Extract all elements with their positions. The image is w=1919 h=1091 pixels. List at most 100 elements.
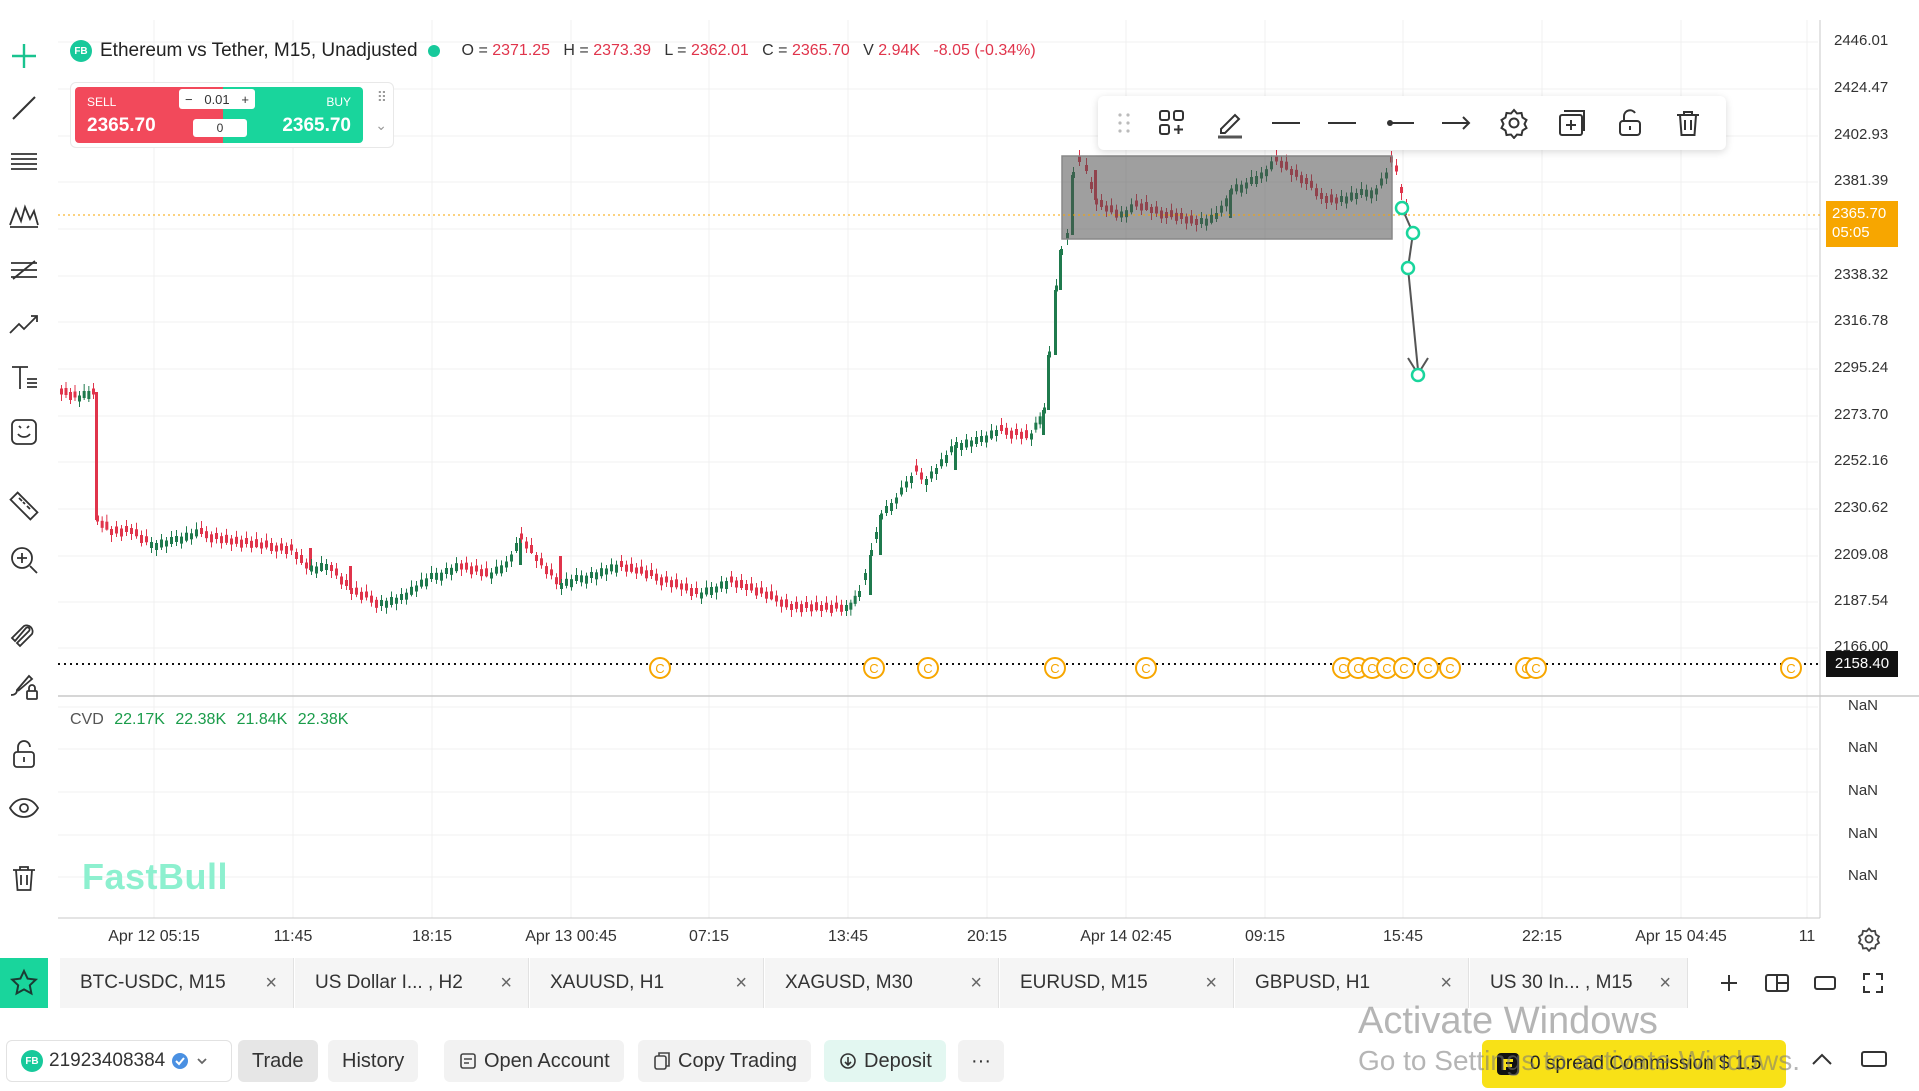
candle-body	[275, 545, 278, 552]
drag-handle-icon[interactable]	[1106, 105, 1142, 141]
candle-body	[925, 479, 928, 485]
line-style-solid-icon[interactable]	[1268, 105, 1304, 141]
chevron-down-icon	[197, 1058, 207, 1065]
candle-body	[175, 536, 178, 542]
symbol-tab[interactable]: US 30 In... , M15 ×	[1470, 958, 1688, 1008]
candle-body	[1054, 290, 1057, 355]
symbol-tab[interactable]: XAGUSD, M30 ×	[765, 958, 999, 1008]
horizontal-lines-icon[interactable]	[6, 144, 42, 180]
promo-banner[interactable]: 0 spread Commission $ 1.5	[1482, 1040, 1786, 1088]
symbol-tab-label: XAUUSD, H1	[550, 972, 665, 993]
deposit-button[interactable]: Deposit	[824, 1040, 946, 1082]
ruler-icon[interactable]	[6, 488, 42, 524]
close-icon[interactable]: ×	[735, 971, 747, 994]
account-id: 21923408384	[49, 1050, 166, 1071]
panel-toggle-icon[interactable]	[1858, 1044, 1890, 1074]
templates-icon[interactable]	[1154, 105, 1190, 141]
right-arrow-icon[interactable]	[1438, 105, 1474, 141]
candle-body	[1000, 425, 1003, 431]
trash-icon[interactable]	[6, 860, 42, 896]
time-tick: Apr 15 04:45	[1635, 928, 1727, 945]
candle-body	[395, 597, 398, 604]
market-open-indicator	[427, 45, 440, 57]
history-button[interactable]: History	[328, 1040, 419, 1082]
trash-icon[interactable]	[1670, 105, 1706, 141]
candle-body	[625, 564, 628, 572]
symbol-tab-label: GBPUSD, H1	[1255, 972, 1371, 993]
lock-icon[interactable]	[6, 736, 42, 772]
forecast-icon[interactable]	[6, 306, 42, 342]
window-icon[interactable]	[1809, 968, 1841, 998]
candle-body	[1048, 351, 1051, 358]
symbol-title[interactable]: Ethereum vs Tether, M15, Unadjusted	[100, 40, 418, 61]
cvd-legend[interactable]: CVD 22.17K 22.38K 21.84K 22.38K	[70, 711, 349, 728]
event-marker	[1780, 657, 1802, 679]
symbol-tab[interactable]: XAUUSD, H1 ×	[530, 958, 764, 1008]
account-selector[interactable]: FB 21923408384	[6, 1040, 232, 1082]
candle-body	[540, 558, 543, 566]
text-icon[interactable]	[6, 360, 42, 396]
drawing-toolbar	[1098, 96, 1726, 150]
quantity-stepper[interactable]: − 0.01 +	[179, 89, 255, 109]
pencil-color-icon[interactable]	[1212, 105, 1248, 141]
candle-body	[78, 395, 81, 402]
symbol-tab[interactable]: GBPUSD, H1 ×	[1235, 958, 1469, 1008]
candle-body	[1030, 433, 1033, 440]
left-end-icon[interactable]	[1382, 105, 1418, 141]
fullscreen-icon[interactable]	[1857, 968, 1889, 998]
close-icon[interactable]: ×	[1659, 971, 1671, 994]
close-icon[interactable]: ×	[1440, 971, 1452, 994]
symbol-tab[interactable]: EURUSD, M15 ×	[1000, 958, 1234, 1008]
favorites-star-button[interactable]	[0, 958, 48, 1008]
unlock-icon[interactable]	[1612, 105, 1648, 141]
copy-trading-button[interactable]: Copy Trading	[638, 1040, 811, 1082]
candle-body	[945, 455, 948, 463]
patterns-icon[interactable]	[6, 198, 42, 234]
chart-settings-icon[interactable]	[1856, 926, 1882, 953]
chart-area[interactable]: CCCCCCCCCCCCCCC FB Ethereum vs Tether, M…	[0, 0, 1919, 960]
symbol-tab-label: US Dollar I... , H2	[315, 972, 463, 993]
candle-body	[240, 539, 243, 548]
chevron-up-icon[interactable]	[1806, 1044, 1838, 1074]
close-icon[interactable]: ×	[1205, 971, 1217, 994]
candle-body	[145, 536, 148, 543]
drag-handle-icon[interactable]: ⠿	[376, 89, 387, 105]
settings-icon[interactable]	[1496, 105, 1532, 141]
chevron-down-icon[interactable]: ⌄	[375, 117, 387, 133]
more-button[interactable]: ···	[958, 1040, 1004, 1082]
trade-button[interactable]: Trade	[238, 1040, 318, 1082]
eye-icon[interactable]	[6, 790, 42, 826]
symbol-tab[interactable]: US Dollar I... , H2 ×	[295, 958, 529, 1008]
price-chart[interactable]: CCCCCCCCCCCCCCC	[0, 0, 1919, 960]
add-tab-icon[interactable]	[1713, 968, 1745, 998]
brush-lock-icon[interactable]	[6, 668, 42, 704]
trendline-icon[interactable]	[6, 90, 42, 126]
close-icon[interactable]: ×	[970, 971, 982, 994]
qty-decrease-button[interactable]: −	[185, 91, 193, 107]
event-marker	[917, 657, 939, 679]
candle-body	[955, 442, 958, 448]
crosshair-icon[interactable]	[6, 38, 42, 74]
close-icon[interactable]: ×	[500, 971, 512, 994]
bottom-bar: FB 21923408384 Trade History Open Accoun…	[0, 1030, 1919, 1091]
symbol-tab-label: BTC-USDC, M15	[80, 972, 226, 993]
qty-value[interactable]: 0.01	[204, 91, 230, 107]
symbol-tab-label: US 30 In... , M15	[1490, 972, 1633, 993]
emoji-icon[interactable]	[6, 414, 42, 450]
candle-body	[575, 575, 578, 581]
line-width-icon[interactable]	[1324, 105, 1360, 141]
clone-icon[interactable]	[1554, 105, 1590, 141]
layout-icon[interactable]	[1761, 968, 1793, 998]
fib-icon[interactable]	[6, 252, 42, 288]
qty-increase-button[interactable]: +	[241, 91, 249, 107]
open-account-button[interactable]: Open Account	[444, 1040, 624, 1082]
magnet-icon[interactable]	[6, 614, 42, 650]
candle-body	[630, 563, 633, 572]
close-icon[interactable]: ×	[265, 971, 277, 994]
candle-body	[810, 604, 813, 612]
symbol-tab[interactable]: BTC-USDC, M15 ×	[60, 958, 294, 1008]
horizontal-line-price-tag[interactable]: 2158.40	[1826, 651, 1898, 677]
zoom-in-icon[interactable]	[6, 542, 42, 578]
candle-body	[905, 481, 908, 488]
candle-body	[970, 440, 973, 447]
